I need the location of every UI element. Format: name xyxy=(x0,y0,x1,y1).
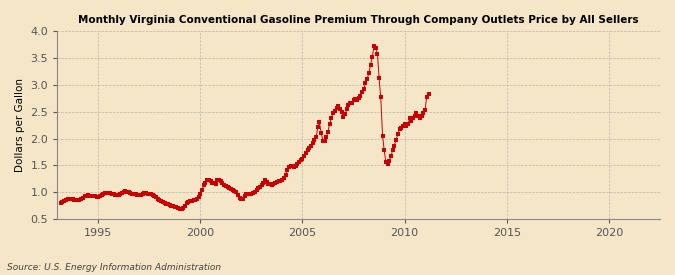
Text: Source: U.S. Energy Information Administration: Source: U.S. Energy Information Administ… xyxy=(7,263,221,272)
Y-axis label: Dollars per Gallon: Dollars per Gallon xyxy=(15,78,25,172)
Title: Monthly Virginia Conventional Gasoline Premium Through Company Outlets Price by : Monthly Virginia Conventional Gasoline P… xyxy=(78,15,639,25)
